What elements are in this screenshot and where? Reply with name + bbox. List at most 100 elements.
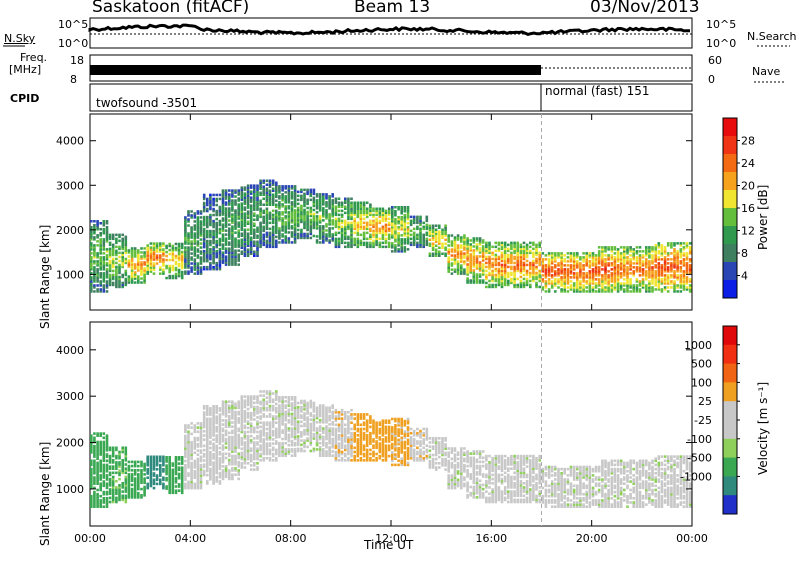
data-cell — [131, 484, 134, 487]
data-cell — [231, 421, 234, 424]
data-cell — [498, 242, 501, 245]
data-cell — [253, 219, 256, 222]
data-cell — [331, 227, 334, 230]
data-cell — [93, 476, 96, 479]
data-cell — [357, 202, 360, 205]
data-cell — [209, 194, 212, 197]
data-cell — [125, 278, 128, 281]
data-cell — [686, 242, 689, 245]
data-cell — [237, 400, 240, 403]
data-cell — [353, 232, 356, 235]
data-cell — [197, 210, 200, 213]
data-cell — [93, 220, 96, 223]
data-cell — [473, 249, 476, 252]
data-cell — [259, 208, 262, 211]
data-cell — [670, 286, 673, 289]
data-cell — [526, 244, 529, 247]
data-cell — [125, 270, 128, 273]
data-cell — [316, 193, 319, 196]
data-cell — [244, 395, 247, 398]
data-cell — [194, 437, 197, 440]
data-cell — [115, 472, 118, 475]
data-cell — [156, 242, 159, 245]
data-cell — [589, 252, 592, 255]
data-cell — [360, 202, 363, 205]
data-cell — [262, 457, 265, 460]
data-cell — [109, 501, 112, 504]
data-cell — [310, 207, 313, 210]
data-cell — [241, 447, 244, 450]
data-cell — [99, 432, 102, 435]
data-cell — [460, 264, 463, 267]
data-cell — [172, 462, 175, 465]
data-cell — [338, 210, 341, 213]
data-cell — [667, 286, 670, 289]
data-cell — [372, 220, 375, 223]
data-cell — [250, 204, 253, 207]
data-cell — [510, 242, 513, 245]
data-cell — [529, 250, 532, 253]
data-cell — [680, 242, 683, 245]
data-cell — [676, 274, 679, 277]
data-cell — [256, 406, 259, 409]
data-cell — [190, 422, 193, 425]
data-cell — [244, 425, 247, 428]
data-cell — [121, 238, 124, 241]
data-cell — [228, 432, 231, 435]
data-cell — [563, 258, 566, 261]
data-cell — [670, 258, 673, 261]
data-cell — [168, 275, 171, 278]
data-cell — [328, 195, 331, 198]
data-cell — [184, 216, 187, 219]
data-cell — [200, 456, 203, 459]
data-cell — [99, 460, 102, 463]
data-cell — [510, 278, 513, 281]
data-cell — [269, 180, 272, 183]
data-cell — [259, 430, 262, 433]
data-cell — [194, 483, 197, 486]
data-cell — [96, 441, 99, 444]
data-cell — [197, 422, 200, 425]
data-cell — [237, 221, 240, 224]
data-cell — [225, 247, 228, 250]
data-cell — [554, 270, 557, 273]
data-cell — [241, 202, 244, 205]
data-cell — [266, 184, 269, 187]
data-cell — [272, 180, 275, 183]
data-cell — [535, 258, 538, 261]
data-cell — [187, 246, 190, 249]
data-cell — [626, 246, 629, 249]
data-cell — [535, 244, 538, 247]
data-cell — [253, 229, 256, 232]
data-cell — [96, 288, 99, 291]
data-cell — [642, 254, 645, 257]
data-cell — [347, 222, 350, 225]
data-cell — [190, 226, 193, 229]
data-cell — [175, 267, 178, 270]
data-cell — [347, 242, 350, 245]
data-cell — [222, 428, 225, 431]
data-cell — [372, 208, 375, 211]
data-cell — [178, 243, 181, 246]
data-cell — [200, 210, 203, 213]
data-cell — [231, 467, 234, 470]
data-cell — [109, 274, 112, 277]
data-cell — [187, 424, 190, 427]
data-cell — [96, 489, 99, 492]
data-cell — [451, 262, 454, 265]
data-cell — [632, 262, 635, 265]
data-cell — [203, 463, 206, 466]
data-cell — [109, 447, 112, 450]
data-cell — [118, 276, 121, 279]
data-cell — [219, 480, 222, 483]
data-cell — [341, 220, 344, 223]
data-cell — [234, 195, 237, 198]
data-cell — [206, 474, 209, 477]
data-cell — [162, 483, 165, 486]
data-cell — [90, 468, 93, 471]
data-cell — [234, 402, 237, 405]
data-cell — [686, 276, 689, 279]
data-cell — [645, 258, 648, 261]
data-cell — [231, 425, 234, 428]
data-cell — [582, 272, 585, 275]
